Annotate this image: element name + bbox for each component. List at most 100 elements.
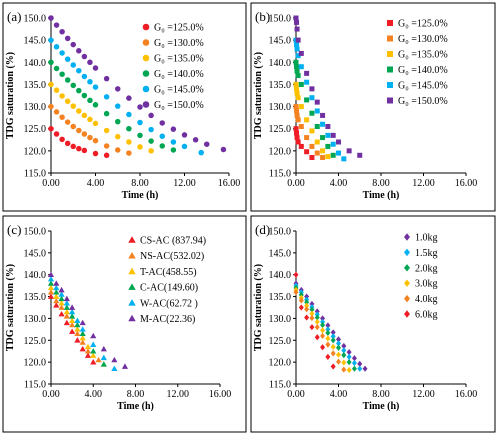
series-0 [48,125,110,159]
legend-label: G₀ =150.0% [154,100,204,111]
data-point [295,73,301,79]
series-2 [48,81,154,154]
panel-c: (c) 115.0 120.0 125.0 130.0 135.0 140.0 145.0 15… [2,215,247,433]
data-point [76,87,82,94]
y-tick-label: 145.0 [24,248,47,259]
data-point [92,102,99,108]
data-point [325,322,331,329]
x-tick-label: 8.00 [372,389,390,400]
data-point [293,289,299,296]
legend-marker [128,251,136,259]
legend-label: 2.0kg [415,263,438,274]
legend-label: G₀ =135.0% [154,54,204,65]
data-point [295,117,301,123]
x-tick-label: 4.00 [85,389,103,400]
legend-marker [404,233,410,241]
data-point [70,143,76,150]
y-tick-label: 115.0 [269,169,291,180]
data-point [148,138,154,144]
data-point [304,299,310,306]
data-point [351,359,357,367]
data-point [63,319,70,326]
legend-marker [387,20,393,26]
data-point [115,103,121,109]
data-point [148,148,154,154]
y-axis-label: TDG saturation (%) [253,264,264,351]
data-point [47,275,55,282]
data-point [64,98,71,105]
data-point [53,293,60,299]
data-point [325,329,331,336]
data-point [341,359,347,366]
legend-marker [387,97,393,104]
data-point [294,19,300,25]
legend-marker [142,85,150,93]
data-point [304,314,310,321]
legend-label: 4.0kg [415,294,438,305]
legend-label: G₀ =140.0% [154,69,204,80]
data-point [294,68,300,74]
data-point [351,365,357,372]
data-point [314,334,320,341]
data-point [320,321,326,329]
x-tick-label: 8.00 [127,389,145,400]
legend-label: CS-AC (837.94) [140,236,206,247]
data-point [47,289,55,295]
data-point [336,150,341,156]
legend-marker [404,248,410,257]
data-point [59,50,65,56]
data-point [69,328,76,334]
data-point [159,143,165,149]
data-point [341,347,347,354]
y-tick-label: 145.0 [269,248,292,259]
data-point [309,306,315,313]
data-point [309,86,315,92]
data-point [294,90,300,96]
data-point [111,365,118,372]
data-point [103,127,110,134]
series-1 [293,104,326,160]
data-point [53,131,60,137]
data-point [58,291,65,297]
data-point [330,141,336,147]
data-point [309,324,315,331]
data-point [47,293,55,299]
data-point [47,271,55,278]
data-point [53,109,60,115]
data-point [90,341,97,347]
x-tick-label: 16.00 [218,178,241,189]
data-point [92,65,99,71]
data-point [192,137,199,143]
data-point [63,300,70,306]
data-point [137,104,143,110]
x-tick-label: 4.00 [330,178,348,189]
data-point [336,351,341,358]
panel-label: (b) [255,9,270,24]
data-point [92,137,99,144]
data-point [314,314,320,321]
legend-label: C-AC(149.60) [140,283,198,294]
data-point [79,319,86,326]
y-tick-label: 145.0 [24,36,47,47]
data-point [336,336,341,343]
data-point [74,326,81,332]
data-point [92,150,99,157]
x-tick-label: 8.00 [372,178,390,189]
data-point [48,59,54,66]
legend-label: G₀ =150.0% [398,96,448,107]
data-point [330,363,336,370]
data-point [346,148,352,154]
data-point [90,332,97,339]
legend-marker [404,294,410,303]
data-point [341,156,347,162]
data-point [341,352,347,359]
data-point [325,132,331,138]
data-point [295,139,301,145]
data-point [64,77,71,83]
data-point [79,326,86,332]
x-axis-label: Time (h) [117,401,154,412]
data-point [74,321,81,328]
data-point [293,59,299,65]
legend-label: G₀ =125.0% [398,19,448,30]
